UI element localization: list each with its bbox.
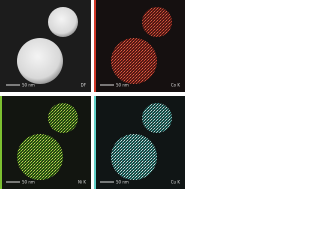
- scale-bar-label: 50 nm: [22, 83, 35, 88]
- scale-bar-label: 50 nm: [116, 83, 129, 88]
- panel-label: Co K: [171, 83, 181, 88]
- panel: 50 nm Cu K: [94, 96, 185, 189]
- scale-bar-label: 50 nm: [22, 180, 35, 185]
- panel: 50 nm Co K: [94, 0, 185, 92]
- scale-bar-label: 50 nm: [116, 180, 129, 185]
- panel-label: Cu K: [171, 180, 181, 185]
- panel: 50 nm Ni K: [0, 96, 91, 189]
- panel-label: DF: [81, 83, 87, 88]
- figure: 50 nm DF 50 nm Co K 50 nm Ni K 50 nm Cu …: [0, 0, 185, 189]
- panel-label: Ni K: [78, 180, 86, 185]
- eds-maps: 50 nm DF 50 nm Co K 50 nm Ni K 50 nm Cu …: [0, 0, 185, 189]
- panel: 50 nm DF: [0, 0, 91, 92]
